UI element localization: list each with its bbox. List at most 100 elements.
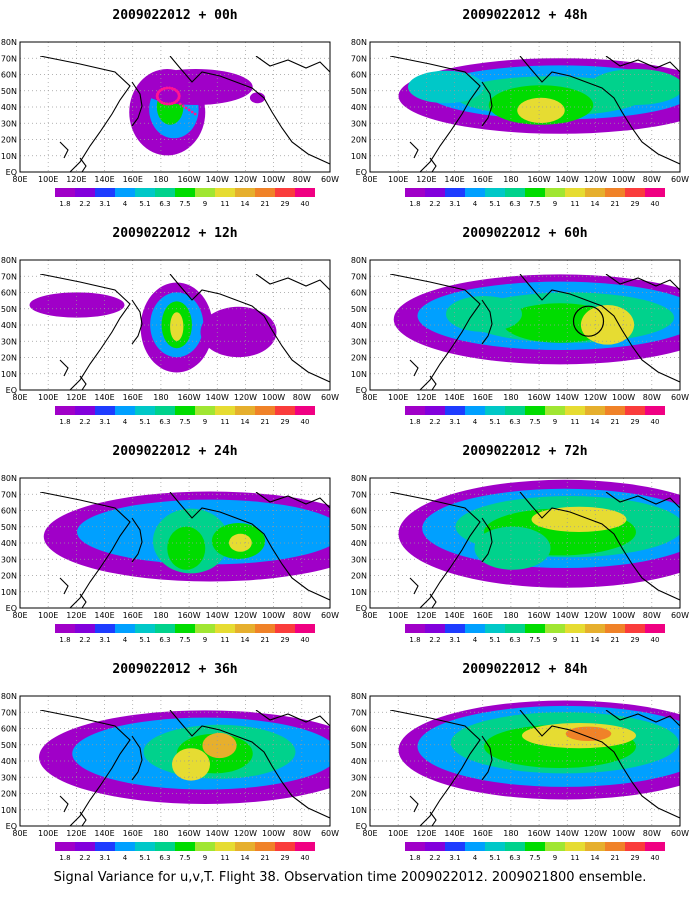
lon-tick-label: 60W — [671, 829, 689, 838]
colorbar-swatch — [445, 406, 465, 415]
colorbar-label: 21 — [611, 854, 620, 862]
colorbar-swatch — [485, 624, 505, 633]
lon-tick-label: 100W — [612, 829, 635, 838]
lon-tick-label: 160W — [527, 393, 550, 402]
colorbar-label: 11 — [571, 854, 580, 862]
panel-title: 2009022012 + 48h — [462, 8, 588, 23]
flight-track — [155, 86, 197, 116]
colorbar-label: 2.2 — [429, 418, 440, 426]
colorbar-swatch — [215, 188, 235, 197]
lat-tick-label: 70N — [351, 708, 367, 717]
lat-tick-label: EQ — [356, 168, 367, 177]
colorbar-label: 6.3 — [509, 854, 520, 862]
lat-tick-label: 40N — [1, 539, 17, 548]
track-point — [170, 101, 174, 105]
colorbar-swatch — [235, 406, 255, 415]
colorbar-label: 5.1 — [489, 418, 500, 426]
lon-tick-label: 180 — [153, 175, 168, 184]
colorbar-label: 3.1 — [99, 636, 110, 644]
lat-tick-label: 10N — [351, 152, 367, 161]
colorbar-label: 21 — [261, 854, 270, 862]
colorbar-label: 14 — [591, 418, 600, 426]
lat-tick-label: 80N — [351, 38, 367, 47]
colorbar-label: 5.1 — [139, 854, 150, 862]
lat-tick-label: 50N — [351, 87, 367, 96]
lat-tick-label: 50N — [351, 741, 367, 750]
variance-contours — [398, 700, 680, 800]
colorbar-label: 6.3 — [509, 418, 520, 426]
colorbar-swatch — [155, 842, 175, 851]
colorbar-label: 3.1 — [449, 200, 460, 208]
colorbar-swatch — [75, 188, 95, 197]
colorbar-label: 6.3 — [509, 636, 520, 644]
colorbar: 1.8 2.2 3.1 4 5.1 6.3 7.5 9 11 14 21 29 40 — [405, 624, 665, 644]
colorbar-label: 1.8 — [409, 200, 420, 208]
colorbar-label: 3.1 — [99, 854, 110, 862]
graticule — [370, 478, 680, 608]
coastlines — [40, 710, 331, 827]
lon-tick-label: 60W — [321, 175, 339, 184]
colorbar-swatch — [175, 624, 195, 633]
lon-tick-label: 100E — [38, 829, 58, 838]
colorbar-label: 11 — [221, 200, 230, 208]
lon-tick-label: 160E — [473, 393, 493, 402]
lat-tick-label: 70N — [1, 272, 17, 281]
lat-tick-label: 40N — [351, 103, 367, 112]
contour-region — [531, 506, 627, 532]
contour-region — [249, 92, 266, 104]
colorbar-swatch — [255, 624, 275, 633]
colorbar-label: 21 — [611, 200, 620, 208]
lon-tick-label: 120W — [584, 393, 607, 402]
colorbar-label: 4 — [123, 854, 128, 862]
colorbar-label: 14 — [241, 418, 250, 426]
colorbar-swatch — [525, 188, 545, 197]
colorbar-swatch — [425, 624, 445, 633]
lon-tick-label: 80W — [293, 175, 311, 184]
lat-tick-label: 70N — [351, 272, 367, 281]
lat-tick-label: 50N — [1, 305, 17, 314]
colorbar-swatch — [505, 624, 525, 633]
colorbar-swatch — [605, 406, 625, 415]
colorbar-swatch — [95, 842, 115, 851]
lon-tick-label: 100W — [612, 611, 635, 620]
colorbar-label: 40 — [301, 854, 310, 862]
coastlines — [390, 56, 681, 173]
lon-tick-label: 120E — [416, 829, 436, 838]
lat-tick-label: 40N — [351, 757, 367, 766]
colorbar-label: 29 — [281, 636, 290, 644]
coastlines — [390, 710, 681, 827]
colorbar-swatch — [585, 842, 605, 851]
coastline — [605, 56, 681, 73]
colorbar-swatch — [465, 842, 485, 851]
lon-tick-label: 80W — [643, 175, 661, 184]
coastline — [131, 517, 143, 563]
figure-caption: Signal Variance for u,v,T. Flight 38. Ob… — [53, 870, 647, 885]
colorbar-label: 21 — [261, 418, 270, 426]
colorbar-swatch — [445, 842, 465, 851]
lat-tick-label: 10N — [1, 152, 17, 161]
coastline — [605, 274, 681, 291]
coastline — [79, 157, 87, 173]
coastline — [390, 492, 481, 609]
colorbar-label: 11 — [221, 636, 230, 644]
colorbar-swatch — [425, 406, 445, 415]
lon-tick-label: 180 — [153, 829, 168, 838]
lon-tick-label: 160E — [123, 175, 143, 184]
coastline — [40, 56, 131, 173]
lon-tick-label: 140E — [444, 829, 464, 838]
colorbar-label: 29 — [631, 200, 640, 208]
colorbar-swatch — [585, 188, 605, 197]
coastline — [131, 299, 143, 345]
coastline — [255, 274, 331, 291]
colorbar-swatch — [115, 406, 135, 415]
panel-title: 2009022012 + 60h — [462, 226, 588, 241]
lon-tick-label: 100E — [38, 611, 58, 620]
colorbar-label: 7.5 — [529, 200, 540, 208]
lon-tick-label: 120E — [416, 393, 436, 402]
lat-tick-label: 60N — [351, 289, 367, 298]
lon-tick-label: 140W — [556, 829, 579, 838]
lon-tick-label: 100E — [388, 829, 408, 838]
map-frame — [19, 259, 331, 391]
colorbar-swatch — [465, 188, 485, 197]
colorbar-label: 11 — [571, 636, 580, 644]
